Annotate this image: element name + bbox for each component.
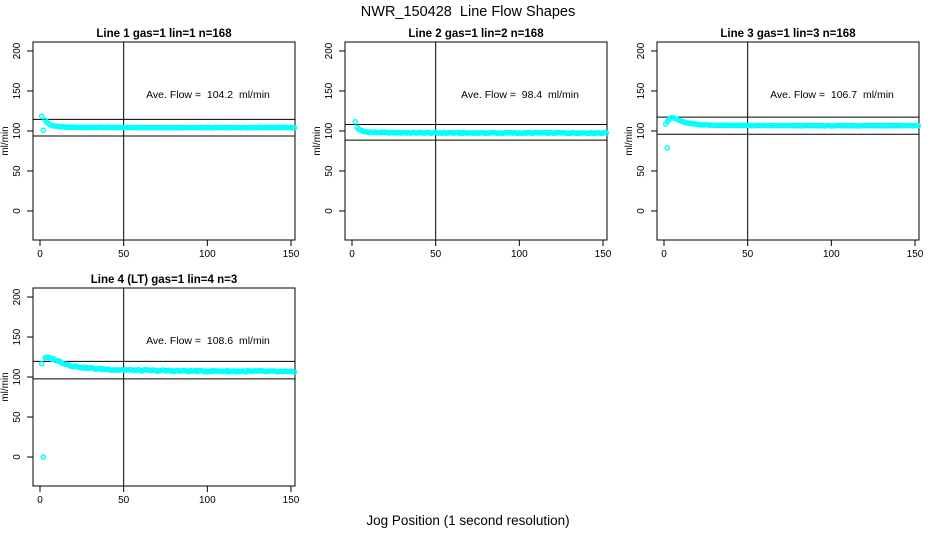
plot-dynamic-content: 0 50 100 150 200 0 50 100 150 (636, 42, 924, 260)
y-tick-label: 100 (324, 122, 335, 139)
plot-dynamic-content: 0 50 100 150 200 0 50 100 150 (12, 288, 300, 506)
panel-line-3: Line 3 gas=1 lin=3 n=168 ml/min Ave. Flo… (624, 22, 936, 270)
data-series (662, 114, 922, 151)
y-tick-label: 150 (12, 82, 23, 99)
y-axis-title: ml/min (0, 372, 11, 401)
y-tick-label: 200 (636, 42, 647, 59)
plot-line-4: Line 4 (LT) gas=1 lin=4 n=3 ml/min Ave. … (0, 274, 300, 506)
data-series (38, 354, 298, 460)
plot-box (656, 41, 920, 241)
plot-line-1: Line 1 gas=1 lin=1 n=168 ml/min Ave. Flo… (0, 28, 300, 260)
x-tick-label: 150 (907, 249, 924, 260)
data-series (38, 113, 298, 133)
y-tick-label: 50 (12, 411, 23, 423)
panel-title: Line 1 gas=1 lin=1 n=168 (96, 28, 232, 40)
x-tick-label: 50 (118, 495, 130, 506)
outlier-point-marker (664, 145, 671, 151)
outlier-point-marker (352, 119, 359, 125)
y-tick-label: 50 (12, 165, 23, 177)
data-series (352, 119, 610, 137)
y-axis-title: ml/min (312, 126, 323, 155)
panel-line-2: Line 2 gas=1 lin=2 n=168 ml/min Ave. Flo… (312, 22, 624, 270)
data-point-marker (291, 124, 298, 131)
x-tick-label: 100 (199, 495, 216, 506)
y-tick-label: 200 (12, 288, 23, 305)
x-tick-label: 50 (742, 249, 754, 260)
y-tick-label: 0 (12, 208, 23, 214)
x-tick-label: 100 (823, 249, 840, 260)
y-axis-title: ml/min (0, 126, 11, 155)
y-tick-label: 150 (324, 82, 335, 99)
ave-flow-annotation: Ave. Flow = 98.4 ml/min (461, 89, 579, 101)
data-point-marker (603, 130, 610, 136)
x-tick-label: 150 (283, 249, 300, 260)
panel-title: Line 4 (LT) gas=1 lin=4 n=3 (91, 274, 237, 286)
figure-title: NWR_150428 Line Flow Shapes (360, 4, 576, 20)
ave-flow-annotation: Ave. Flow = 104.2 ml/min (146, 89, 270, 101)
plot-line-3: Line 3 gas=1 lin=3 n=168 ml/min Ave. Flo… (624, 28, 924, 260)
y-tick-label: 100 (636, 122, 647, 139)
outlier-point-marker (38, 361, 45, 367)
x-tick-label: 0 (37, 495, 43, 506)
x-tick-label: 50 (118, 249, 130, 260)
x-axis-label: Jog Position (1 second resolution) (366, 513, 570, 528)
outlier-point-marker (38, 113, 45, 119)
y-tick-label: 150 (636, 82, 647, 99)
data-point-marker (291, 369, 298, 376)
x-tick-label: 150 (283, 495, 300, 506)
x-tick-label: 0 (349, 249, 355, 260)
ave-flow-annotation: Ave. Flow = 108.6 ml/min (146, 335, 270, 347)
data-point-marker (915, 122, 922, 129)
plot-box (32, 41, 296, 241)
y-tick-label: 50 (636, 165, 647, 177)
y-axis-title: ml/min (624, 126, 635, 155)
x-tick-label: 0 (37, 249, 43, 260)
y-tick-label: 200 (324, 42, 335, 59)
y-tick-label: 200 (12, 42, 23, 59)
x-tick-label: 0 (661, 249, 667, 260)
plot-line-2: Line 2 gas=1 lin=2 n=168 ml/min Ave. Flo… (312, 28, 612, 260)
panel-title: Line 3 gas=1 lin=3 n=168 (720, 28, 856, 40)
x-tick-label: 100 (511, 249, 528, 260)
panel-line-1: Line 1 gas=1 lin=1 n=168 ml/min Ave. Flo… (0, 22, 312, 270)
outlier-point-marker (40, 454, 47, 460)
plot-box (344, 41, 608, 241)
plot-dynamic-content: 0 50 100 150 200 0 50 100 150 (324, 42, 612, 260)
x-tick-label: 50 (430, 249, 442, 260)
y-tick-label: 150 (12, 328, 23, 345)
y-tick-label: 50 (324, 165, 335, 177)
y-tick-label: 100 (12, 122, 23, 139)
x-tick-label: 150 (595, 249, 612, 260)
plot-dynamic-content: 0 50 100 150 200 0 50 100 150 (12, 42, 300, 260)
panel-line-4: Line 4 (LT) gas=1 lin=4 n=3 ml/min Ave. … (0, 268, 312, 516)
y-tick-label: 0 (324, 208, 335, 214)
panel-title: Line 2 gas=1 lin=2 n=168 (408, 28, 544, 40)
plot-box (32, 287, 296, 487)
y-tick-label: 0 (12, 454, 23, 460)
y-tick-label: 100 (12, 368, 23, 385)
ave-flow-annotation: Ave. Flow = 106.7 ml/min (770, 89, 894, 101)
outlier-point-marker (40, 127, 47, 133)
x-tick-label: 100 (199, 249, 216, 260)
y-tick-label: 0 (636, 208, 647, 214)
